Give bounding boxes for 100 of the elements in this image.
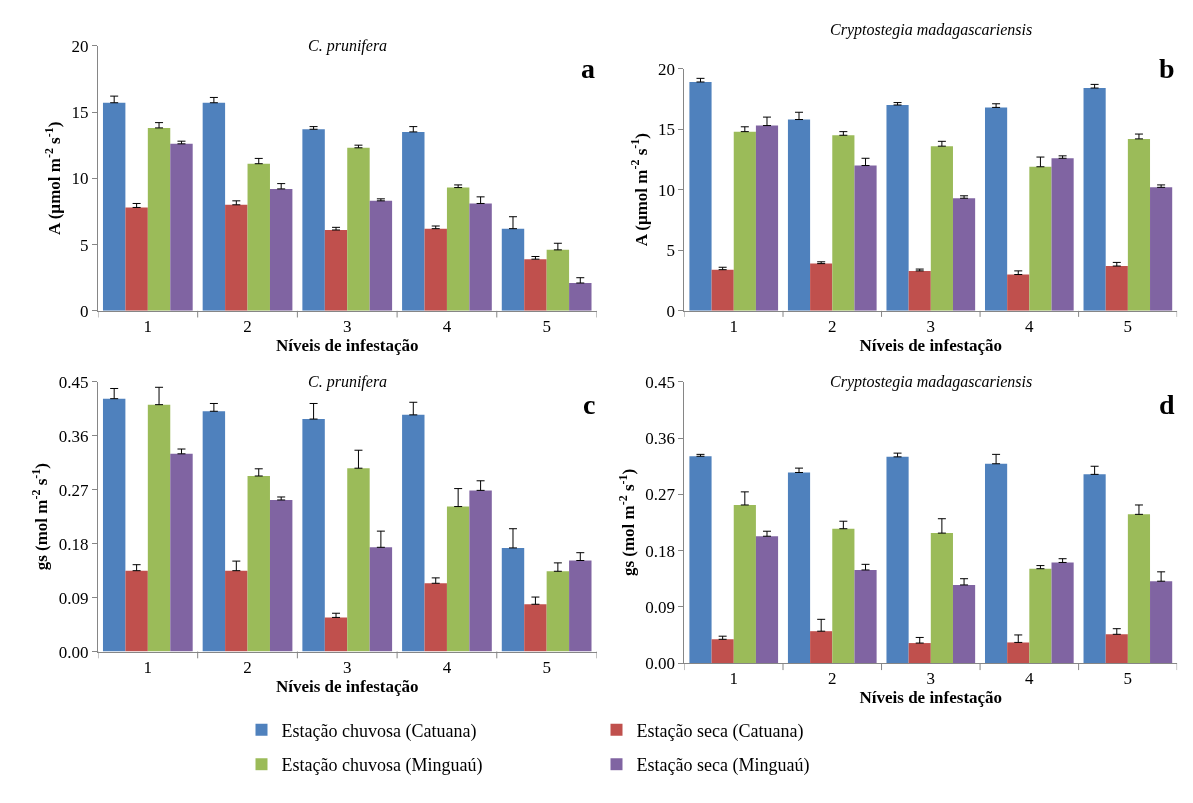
- bar: [347, 468, 370, 652]
- bar: [832, 135, 855, 311]
- chart-title: Cryptostegia madagascariensis: [830, 373, 1033, 391]
- bar: [247, 475, 270, 652]
- legend-label: Estação chuvosa (Catuana): [281, 720, 477, 742]
- bar: [886, 456, 909, 664]
- annotation: b: [1159, 53, 1175, 84]
- bar: [1029, 166, 1052, 311]
- x-tick-label: 4: [1025, 317, 1035, 337]
- bar: [170, 453, 193, 652]
- x-tick-label: 4: [442, 317, 452, 337]
- x-tick-label: 1: [143, 657, 153, 677]
- bar: [810, 263, 833, 311]
- bar: [569, 560, 592, 652]
- y-tick-label: 10: [71, 169, 89, 189]
- bar: [347, 147, 370, 311]
- bar: [854, 569, 877, 664]
- annotation: a: [581, 53, 595, 84]
- bar: [908, 643, 931, 664]
- y-tick-label: 0: [80, 301, 89, 321]
- bar: [369, 200, 393, 311]
- bar: [1051, 562, 1074, 664]
- bar: [524, 259, 547, 311]
- bar: [524, 604, 547, 652]
- bar: [402, 414, 425, 652]
- bar: [952, 584, 976, 664]
- bar: [952, 198, 976, 311]
- bar: [1051, 158, 1074, 311]
- bar: [1007, 274, 1030, 311]
- x-axis-title: Níveis de infestação: [275, 676, 419, 696]
- bar: [755, 536, 779, 664]
- bar: [1083, 88, 1106, 311]
- annotation: d: [1159, 389, 1175, 420]
- x-tick-label: 2: [243, 317, 252, 337]
- bar: [125, 570, 148, 652]
- bar: [302, 419, 325, 652]
- bar: [733, 131, 756, 311]
- annotation: c: [583, 389, 596, 420]
- x-tick-label: 5: [542, 657, 551, 677]
- bar: [711, 639, 734, 664]
- chart-title: Cryptostegia madagascariensis: [830, 21, 1033, 39]
- bar: [1150, 187, 1173, 311]
- chart-title: C. prunifera: [308, 373, 388, 391]
- bar: [984, 107, 1008, 311]
- y-tick-label: 0: [666, 301, 676, 321]
- bar: [102, 398, 126, 652]
- x-tick-label: 2: [828, 317, 837, 337]
- y-tick-label: 0.36: [58, 426, 89, 446]
- bar: [832, 528, 855, 664]
- bar: [810, 631, 833, 664]
- bar: [446, 187, 470, 311]
- y-tick-label: 20: [71, 36, 89, 56]
- y-tick-label: 0.18: [645, 541, 676, 561]
- x-tick-label: 4: [442, 657, 452, 677]
- x-tick-label: 3: [926, 317, 936, 337]
- bar: [854, 165, 877, 311]
- y-tick-label: 0.09: [645, 597, 676, 617]
- bar: [569, 283, 592, 311]
- bar: [147, 404, 171, 652]
- x-axis-title: Níveis de infestação: [859, 336, 1003, 356]
- bar: [1105, 266, 1128, 311]
- bar: [1083, 474, 1106, 664]
- bar: [689, 456, 712, 664]
- x-tick-label: 1: [729, 317, 738, 337]
- y-tick-label: 20: [658, 59, 676, 79]
- bar: [546, 249, 570, 311]
- bar: [689, 81, 712, 311]
- y-tick-label: 0.45: [58, 372, 89, 392]
- y-tick-label: 0.00: [58, 642, 89, 662]
- x-tick-label: 5: [1123, 317, 1133, 337]
- bar: [755, 125, 779, 311]
- bar: [469, 490, 492, 652]
- bar: [147, 127, 171, 311]
- bar: [446, 506, 470, 652]
- x-tick-label: 5: [542, 317, 551, 337]
- bar: [787, 472, 811, 664]
- x-tick-label: 3: [342, 317, 352, 337]
- bar: [930, 146, 953, 311]
- x-tick-label: 2: [243, 657, 252, 677]
- bar: [202, 411, 226, 652]
- bar: [125, 207, 148, 311]
- y-tick-label: 0.00: [645, 654, 676, 673]
- x-tick-label: 5: [1123, 669, 1133, 689]
- bar: [302, 129, 325, 311]
- bar: [1007, 642, 1030, 664]
- bar: [424, 228, 447, 311]
- bar: [225, 570, 248, 652]
- bar: [170, 143, 193, 311]
- bar: [787, 119, 811, 311]
- y-tick-label: 0.18: [58, 534, 89, 554]
- bar: [269, 499, 293, 652]
- bar: [1150, 581, 1173, 664]
- x-tick-label: 1: [143, 317, 153, 337]
- x-tick-label: 3: [926, 669, 936, 689]
- bar: [225, 204, 248, 311]
- bar: [501, 228, 525, 311]
- x-tick-label: 3: [342, 657, 352, 677]
- y-tick-label: 0.36: [645, 429, 676, 449]
- y-tick-label: 5: [80, 235, 89, 255]
- bar: [733, 504, 756, 664]
